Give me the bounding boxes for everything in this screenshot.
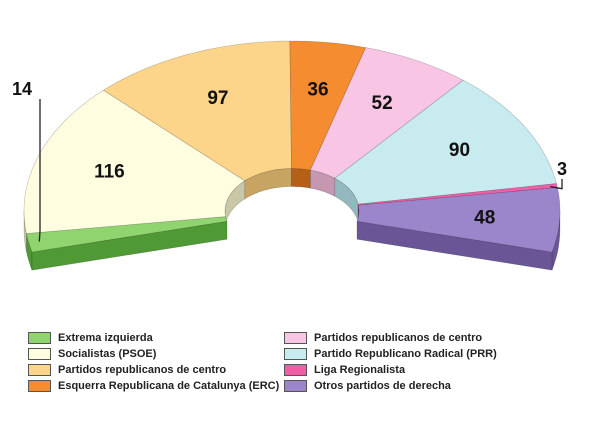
seat-count-label: 90 [449,140,470,161]
legend-label: Esquerra Republicana de Catalunya (ERC) [58,380,280,392]
callout-line [550,179,563,190]
callout-line [38,99,41,242]
seat-count-label: 97 [207,88,228,109]
segment-inner-wall [334,177,359,223]
legend-swatch [284,380,307,392]
seat-count-label: 52 [372,93,393,114]
seat-count-label: 36 [307,80,328,101]
chart-top-faces [23,40,561,253]
legend-label: Partidos republicanos de centro [58,364,227,376]
chart-labels: 14 116 97 36 52 90 3 48 [12,79,567,242]
legend: Extrema izquierda Socialistas (PSOE) Par… [28,330,588,398]
legend-swatch [28,380,51,392]
legend-label: Extrema izquierda [58,332,153,344]
legend-item: Partidos republicanos de centro [284,330,482,346]
legend-label: Socialistas (PSOE) [58,348,157,360]
legend-label: Partidos republicanos de centro [314,332,483,344]
legend-label: Otros partidos de derecha [314,380,451,392]
chart-side-walls [23,168,561,271]
legend-swatch [28,348,51,360]
legend-item: Partido Republicano Radical (PRR) [284,346,497,362]
segment-outer-wall [23,210,27,252]
legend-item: Otros partidos de derecha [284,378,451,394]
legend-label: Liga Regionalista [314,364,406,376]
legend-item: Liga Regionalista [284,362,405,378]
legend-swatch [284,348,307,360]
legend-swatch [28,364,51,376]
legend-swatch [284,332,307,344]
chart-segment [356,187,561,253]
seat-count-label: 14 [12,79,32,99]
segment-inner-wall [291,168,311,189]
legend-swatch [284,364,307,376]
seat-count-label: 116 [94,162,125,183]
legend-label: Partido Republicano Radical (PRR) [314,348,497,360]
seat-count-label: 48 [474,208,495,229]
legend-swatch [28,332,51,344]
legend-item: Extrema izquierda [28,330,153,346]
legend-item: Socialistas (PSOE) [28,346,156,362]
seat-count-label: 3 [557,159,567,179]
legend-item: Partidos republicanos de centro [28,362,226,378]
legend-item: Esquerra Republicana de Catalunya (ERC) [28,378,279,394]
